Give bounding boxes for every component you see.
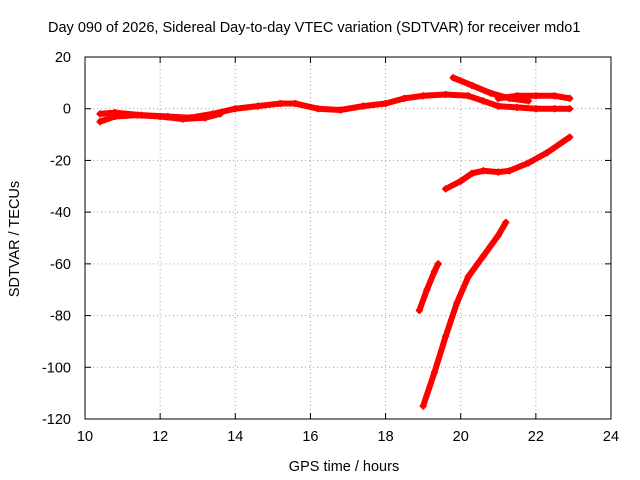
data-trace [134, 112, 164, 120]
y-tick-label: -60 [50, 257, 71, 273]
data-trace [112, 112, 141, 120]
data-trace [468, 82, 494, 97]
x-axis-label: GPS time / hours [289, 459, 399, 475]
data-trace [416, 286, 430, 314]
data-points [96, 74, 574, 410]
y-tick-label: -120 [42, 412, 71, 428]
data-trace [337, 103, 367, 114]
data-point [434, 260, 442, 268]
x-tick-label: 22 [528, 429, 544, 445]
data-trace [442, 299, 460, 340]
data-point [566, 133, 574, 141]
x-tick-label: 16 [302, 429, 318, 445]
y-axis-label: SDTVAR / TECUs [7, 181, 23, 297]
series-arc-4 [415, 260, 442, 314]
x-tick-labels: 10 12 14 16 18 20 22 24 [77, 429, 619, 445]
data-trace [506, 160, 532, 174]
data-trace [544, 134, 573, 156]
data-trace [157, 113, 186, 123]
data-trace [314, 105, 344, 114]
data-trace [465, 253, 487, 280]
x-tick-label: 10 [77, 429, 93, 445]
y-tick-label: 20 [55, 50, 71, 66]
x-tick-label: 12 [152, 429, 168, 445]
data-trace [420, 91, 449, 99]
plot-frame [84, 56, 612, 420]
series-arc-2 [449, 74, 532, 105]
series-arc-3 [442, 133, 574, 193]
data-trace [360, 100, 389, 110]
data-trace [254, 100, 284, 110]
y-tick-label: 0 [63, 102, 71, 118]
data-trace [525, 149, 551, 167]
data-trace [495, 219, 509, 239]
data-point [216, 110, 224, 118]
data-trace [442, 91, 472, 99]
series-arc-1b [96, 110, 224, 126]
data-point [524, 97, 532, 105]
y-tick-label: -80 [50, 309, 71, 325]
y-tick-label: -20 [50, 153, 71, 169]
x-tick-label: 14 [227, 429, 243, 445]
y-tick-label: -40 [50, 205, 71, 221]
x-tick-label: 20 [453, 429, 469, 445]
x-tick-label: 24 [603, 429, 619, 445]
data-trace [292, 100, 321, 112]
data-point [502, 218, 510, 226]
data-point [566, 94, 574, 102]
data-point [566, 105, 574, 113]
data-trace [179, 114, 209, 123]
data-trace [480, 232, 502, 260]
grid [85, 57, 611, 419]
data-trace [420, 369, 438, 410]
data-trace [450, 74, 475, 89]
series-arc-5 [419, 218, 510, 410]
y-tick-labels: -120 -100 -80 -60 -40 -20 0 20 [42, 50, 71, 428]
data-trace [423, 268, 438, 293]
y-tick-label: -100 [42, 360, 71, 376]
chart-title: Day 090 of 2026, Sidereal Day-to-day VTE… [48, 20, 580, 36]
data-trace [431, 333, 449, 376]
data-trace [232, 103, 261, 112]
x-tick-label: 18 [378, 429, 394, 445]
data-trace [453, 273, 472, 306]
